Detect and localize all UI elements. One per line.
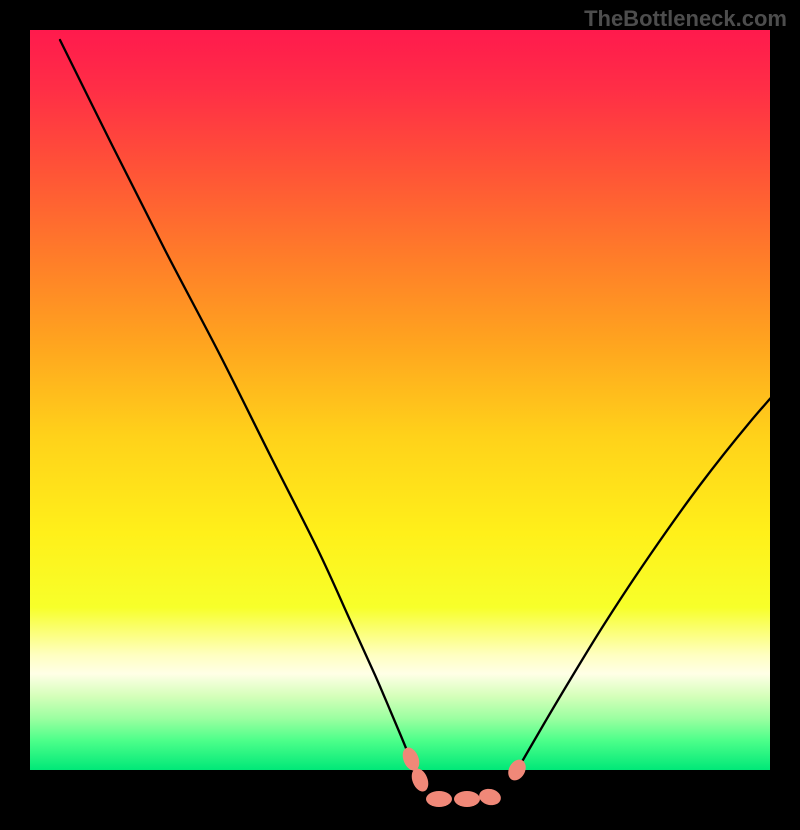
curve-marker xyxy=(454,791,480,807)
curve-marker xyxy=(409,766,432,794)
curve-marker xyxy=(400,745,423,773)
watermark-text: TheBottleneck.com xyxy=(584,6,787,32)
outer-frame: TheBottleneck.com xyxy=(0,0,800,800)
curve-marker xyxy=(426,791,452,807)
curve-layer xyxy=(30,30,800,830)
bottleneck-curve xyxy=(60,40,800,800)
curve-marker xyxy=(478,787,503,807)
curve-marker xyxy=(505,757,529,784)
plot-area xyxy=(30,30,770,770)
